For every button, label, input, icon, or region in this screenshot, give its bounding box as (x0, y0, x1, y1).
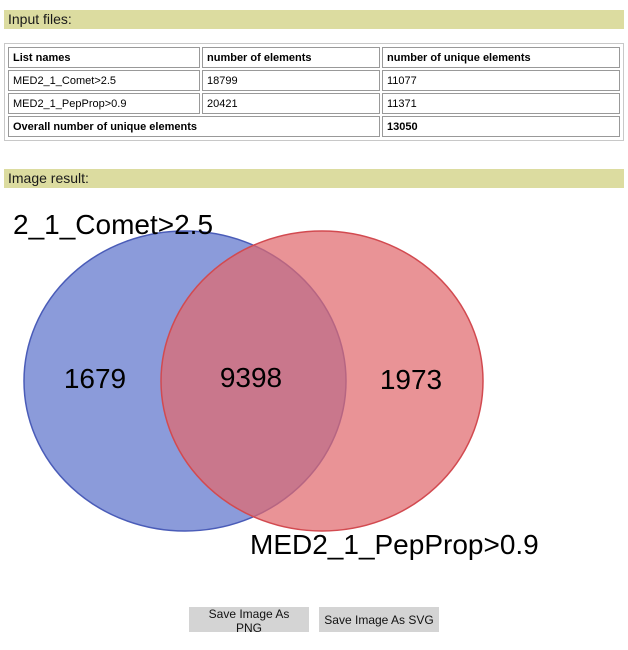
save-svg-button[interactable]: Save Image As SVG (319, 607, 439, 632)
only-b-count: 1973 (380, 364, 442, 395)
intersection-count: 9398 (220, 362, 282, 393)
table-row-overall: Overall number of unique elements 13050 (8, 116, 620, 137)
column-header-number-of-unique-elements: number of unique elements (382, 47, 620, 68)
image-result-header: Image result: (4, 169, 624, 188)
input-files-table-wrapper: List names number of elements number of … (4, 43, 624, 141)
set-b-label: MED2_1_PepProp>0.9 (250, 529, 539, 560)
unique-elements-cell: 11077 (382, 70, 620, 91)
only-a-count: 1679 (64, 363, 126, 394)
overall-value-cell: 13050 (382, 116, 620, 137)
set-a-label: 2_1_Comet>2.5 (13, 209, 213, 240)
set-b-circle (160, 230, 484, 532)
column-header-number-of-elements: number of elements (202, 47, 380, 68)
elements-cell: 20421 (202, 93, 380, 114)
save-png-button[interactable]: Save Image As PNG (189, 607, 309, 635)
list-name-cell: MED2_1_PepProp>0.9 (8, 93, 200, 114)
venn-diagram: 2_1_Comet>2.5 MED2_1_PepProp>0.9 1679 93… (13, 209, 539, 560)
table-row: MED2_1_PepProp>0.9 20421 11371 (8, 93, 620, 114)
overall-label-cell: Overall number of unique elements (8, 116, 380, 137)
table-row: MED2_1_Comet>2.5 18799 11077 (8, 70, 620, 91)
input-files-header: Input files: (4, 10, 624, 29)
input-files-table: List names number of elements number of … (6, 45, 622, 139)
column-header-list-names: List names (8, 47, 200, 68)
unique-elements-cell: 11371 (382, 93, 620, 114)
elements-cell: 18799 (202, 70, 380, 91)
list-name-cell: MED2_1_Comet>2.5 (8, 70, 200, 91)
table-header-row: List names number of elements number of … (8, 47, 620, 68)
